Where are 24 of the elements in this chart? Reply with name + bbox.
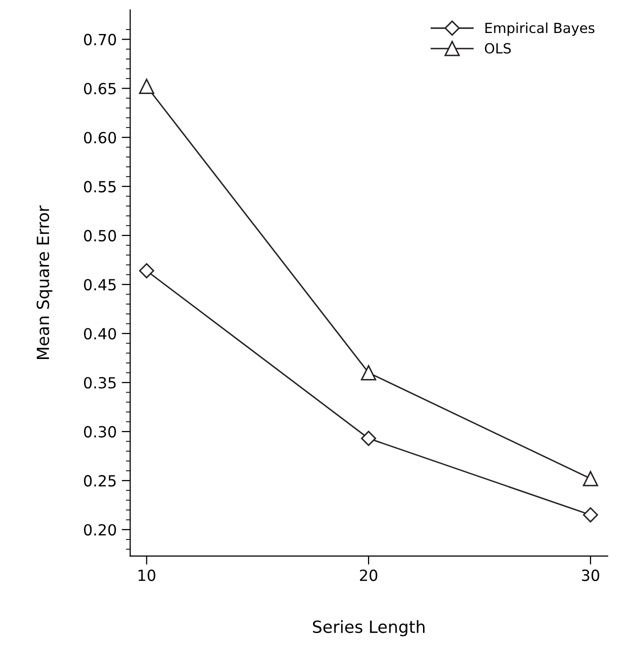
x-tick-label: 30 — [582, 570, 600, 582]
y-tick-label: 0.55 — [84, 180, 116, 192]
y-tick-label: 0.35 — [84, 376, 116, 389]
y-tick-label: 0.70 — [84, 34, 116, 46]
x-tick-label: 20 — [360, 570, 378, 582]
y-tick-label: 0.60 — [84, 132, 116, 144]
point — [138, 78, 154, 94]
x-tick-label: 10 — [138, 570, 156, 582]
y-tick-label: 0.30 — [84, 426, 116, 438]
point — [139, 263, 154, 278]
y-tick-label: 0.25 — [84, 475, 116, 487]
y-axis-title: Mean Square Error — [36, 205, 52, 360]
y-tick-label: 0.20 — [84, 524, 116, 536]
y-tick-label: 0.45 — [84, 278, 116, 290]
point — [582, 507, 598, 522]
y-tick-label: 0.50 — [84, 230, 116, 242]
x-axis-title: Series Length — [312, 620, 425, 636]
point — [360, 365, 376, 380]
y-tick-label: 0.40 — [84, 328, 116, 340]
y-tick-label: 0.65 — [84, 82, 116, 94]
legend-label: OLS — [484, 43, 511, 54]
point — [582, 470, 598, 486]
legend-label: Empirical Bayes — [485, 22, 594, 36]
point — [360, 430, 376, 446]
